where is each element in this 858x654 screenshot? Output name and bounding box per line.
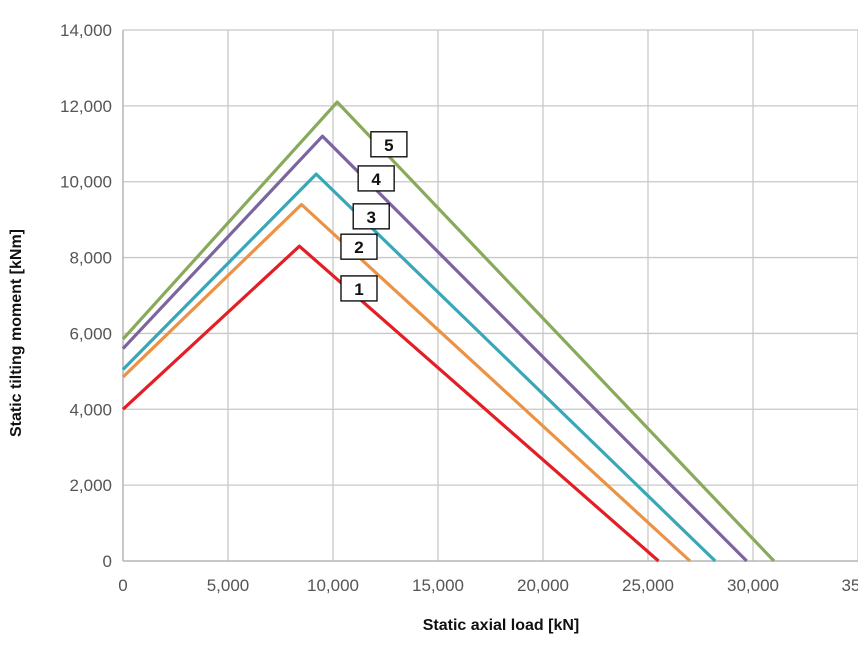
- series-label-box: [352, 203, 390, 230]
- y-tick-labels: 0 2,000 4,000 6,000 8,000 10,000 12,000 14,000: [60, 21, 112, 571]
- series-label-3: 3: [352, 203, 390, 230]
- series-label-text: 4: [371, 170, 381, 189]
- series-line-3: [121, 172, 717, 563]
- x-axis-title: Static axial load [kN]: [423, 617, 580, 634]
- series-label-box: [340, 233, 378, 260]
- series-label-box: [357, 165, 395, 192]
- x-tick-label: 30,000: [727, 576, 779, 595]
- x-tick-label: 15,000: [412, 576, 464, 595]
- x-tick-labels: 0 5,000 10,000 15,000 20,000 25,000 30,000 35,0: [118, 576, 858, 595]
- y-tick-label: 12,000: [60, 97, 112, 116]
- series-label-box: [370, 131, 408, 158]
- series-label-4: 4: [357, 165, 395, 192]
- x-tick-label: 0: [118, 576, 127, 595]
- series-label-box: [340, 275, 378, 302]
- series-label-text: 5: [384, 136, 393, 155]
- y-tick-label: 2,000: [69, 476, 112, 495]
- series-label-5: 5: [370, 131, 408, 158]
- series-label-text: 2: [354, 238, 363, 257]
- series-label-text: 3: [366, 208, 375, 227]
- x-tick-label: 35,0: [841, 576, 858, 595]
- series-label-1: 1: [340, 275, 378, 302]
- y-tick-label: 4,000: [69, 400, 112, 419]
- y-tick-label: 14,000: [60, 21, 112, 40]
- y-tick-label: 8,000: [69, 249, 112, 268]
- series-line-4: [121, 134, 748, 563]
- x-tick-label: 20,000: [517, 576, 569, 595]
- series-label-2: 2: [340, 233, 378, 260]
- series-label-text: 1: [354, 280, 363, 299]
- y-tick-label: 10,000: [60, 173, 112, 192]
- x-tick-label: 10,000: [307, 576, 359, 595]
- series-line-2: [121, 202, 692, 563]
- series-line-5: [121, 100, 776, 563]
- series-line-1: [121, 244, 660, 563]
- x-tick-label: 25,000: [622, 576, 674, 595]
- series-lines: [121, 100, 776, 563]
- grid: [122, 29, 858, 562]
- x-tick-label: 5,000: [207, 576, 250, 595]
- series-labels: 1 23 45: [340, 131, 408, 302]
- y-axis-title: Static tilting moment [kNm]: [8, 229, 25, 437]
- y-tick-label: 0: [103, 552, 112, 571]
- y-tick-label: 6,000: [69, 324, 112, 343]
